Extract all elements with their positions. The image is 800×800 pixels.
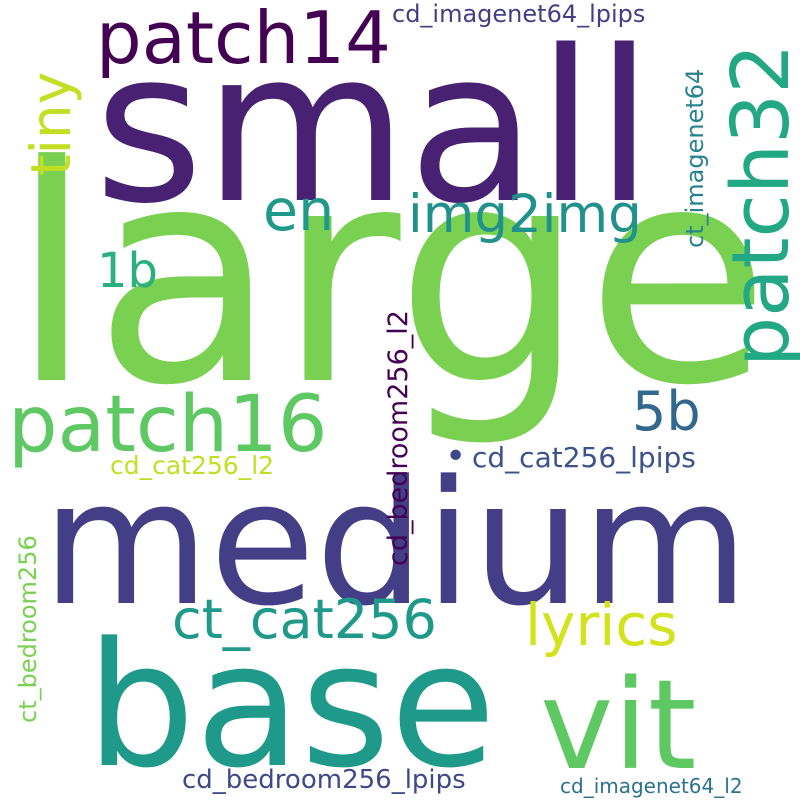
word-ct-cat256: ct_cat256 [172, 588, 437, 651]
word-vit: vit [540, 654, 696, 798]
word-cd-bedroom256-lpips: cd_bedroom256_lpips [182, 765, 466, 795]
word-cd-imagenet64-l2: cd_imagenet64_l2 [560, 774, 743, 798]
word-en: en [263, 178, 334, 244]
word-img2img: img2img [408, 184, 642, 245]
word-cd-cat256-lpips: cd_cat256_lpips [472, 441, 696, 474]
word-lyrics: lyrics [525, 591, 678, 659]
word-patch16: patch16 [8, 380, 327, 470]
word-tiny: tiny [19, 72, 83, 176]
word-cd-imagenet64-lpips: cd_imagenet64_lpips [392, 0, 645, 28]
word-patch14: patch14 [96, 0, 391, 80]
word-5b: 5b [632, 380, 701, 443]
word-large: large [10, 102, 770, 451]
word-small: small [94, 5, 653, 250]
word-ct-imagenet64: ct_imagenet64 [681, 69, 709, 248]
word-patch32: patch32 [715, 43, 800, 367]
word-cd-cat256-l2: cd_cat256_l2 [110, 451, 274, 480]
word-1b: 1b [97, 243, 158, 299]
word-medium: medium [42, 443, 749, 644]
bullet-mark: • [445, 436, 466, 477]
word-cd-bedroom256-l2: cd_bedroom256_l2 [383, 310, 414, 566]
word-base: base [86, 605, 496, 800]
word-ct-bedroom256: ct_bedroom256 [14, 535, 42, 723]
